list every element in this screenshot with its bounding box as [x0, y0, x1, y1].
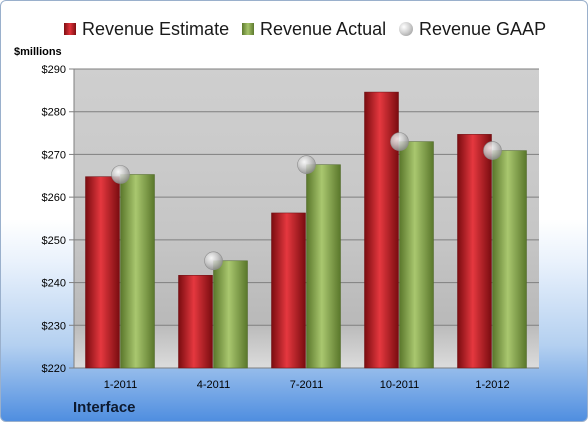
marker-revenue-gaap [297, 155, 316, 174]
y-tick-label: $290 [42, 64, 66, 76]
legend-item-gaap: Revenue GAAP [399, 15, 546, 43]
y-tick-label: $240 [42, 278, 66, 290]
legend: Revenue Estimate Revenue Actual Revenue … [1, 15, 587, 43]
y-tick-label: $230 [42, 320, 66, 332]
legend-label-estimate: Revenue Estimate [82, 18, 230, 39]
legend-swatch-gaap [399, 22, 413, 36]
legend-label-actual: Revenue Actual [260, 18, 387, 39]
legend-label-gaap: Revenue GAAP [419, 18, 547, 39]
company-label: Interface [73, 399, 136, 416]
y-tick-label: $280 [42, 107, 66, 119]
y-tick-label: $270 [42, 149, 66, 161]
bar-revenue-estimate [364, 91, 399, 369]
bar-revenue-estimate [85, 176, 120, 369]
y-tick-label: $220 [42, 363, 66, 375]
bar-revenue-actual [399, 141, 434, 369]
marker-revenue-gaap [483, 141, 502, 160]
marker-revenue-gaap [111, 165, 130, 184]
bar-revenue-actual [492, 150, 527, 369]
bar-revenue-estimate [178, 275, 213, 369]
legend-item-estimate: Revenue Estimate [64, 15, 229, 43]
legend-item-actual: Revenue Actual [242, 15, 386, 43]
marker-revenue-gaap [390, 132, 409, 151]
x-tick-label: 7-2011 [290, 379, 323, 391]
marker-revenue-gaap [204, 251, 223, 271]
y-tick-label: $260 [42, 192, 66, 204]
x-tick-label: 1-2011 [104, 379, 137, 391]
legend-swatch-actual [242, 23, 254, 35]
y-axis-unit-label: $millions [14, 46, 62, 58]
y-tick-label: $250 [42, 235, 66, 247]
bar-revenue-actual [213, 260, 248, 369]
bar-revenue-estimate [457, 134, 492, 369]
bar-revenue-actual [306, 164, 341, 369]
x-tick-label: 10-2011 [380, 379, 420, 391]
legend-swatch-estimate [64, 23, 76, 35]
bar-revenue-actual [120, 174, 155, 369]
x-tick-label: 4-2011 [197, 379, 230, 391]
x-tick-label: 1-2012 [475, 379, 509, 391]
bar-revenue-estimate [271, 212, 306, 369]
